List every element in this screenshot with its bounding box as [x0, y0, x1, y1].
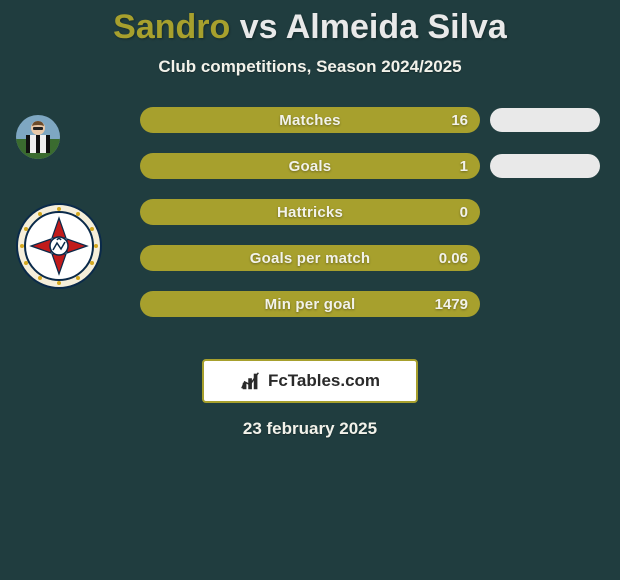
comparison-chart: Matches16 Goals1 Hattricks0 Goals per match… — [0, 107, 620, 347]
player1-avatar — [16, 115, 60, 159]
stat-value-player1: 0.06 — [439, 250, 468, 267]
subtitle: Club competitions, Season 2024/2025 — [0, 57, 620, 77]
stat-value-player1: 1 — [460, 158, 468, 175]
footer-date: 23 february 2025 — [0, 419, 620, 439]
stat-value-player1: 0 — [460, 204, 468, 221]
stat-label: Goals — [140, 158, 480, 175]
stat-label: Goals per match — [140, 250, 480, 267]
stat-label: Matches — [140, 112, 480, 129]
stat-pill-player2 — [490, 154, 600, 178]
player1-name: Sandro — [113, 8, 230, 46]
infographic-container: Sandro vs Almeida Silva Club competition… — [0, 0, 620, 580]
brand-footer[interactable]: FcTables.com — [202, 359, 418, 403]
page-title: Sandro vs Almeida Silva — [0, 0, 620, 47]
bar-chart-icon — [240, 370, 262, 392]
person-icon — [16, 115, 60, 159]
stat-value-player1: 16 — [451, 112, 468, 129]
stat-pill-player2 — [490, 108, 600, 132]
stat-row: Goals per match0.06 — [140, 245, 480, 271]
stat-row: Matches16 — [140, 107, 480, 133]
shield-icon — [16, 203, 102, 289]
stat-value-player1: 1479 — [435, 296, 468, 313]
stat-label: Hattricks — [140, 204, 480, 221]
stat-label: Min per goal — [140, 296, 480, 313]
stat-row: Goals1 — [140, 153, 480, 179]
club-badge — [16, 203, 102, 289]
stat-row: Hattricks0 — [140, 199, 480, 225]
brand-label: FcTables.com — [268, 371, 380, 391]
vs-separator: vs — [240, 8, 278, 46]
player2-name: Almeida Silva — [286, 8, 507, 46]
stat-row: Min per goal1479 — [140, 291, 480, 317]
